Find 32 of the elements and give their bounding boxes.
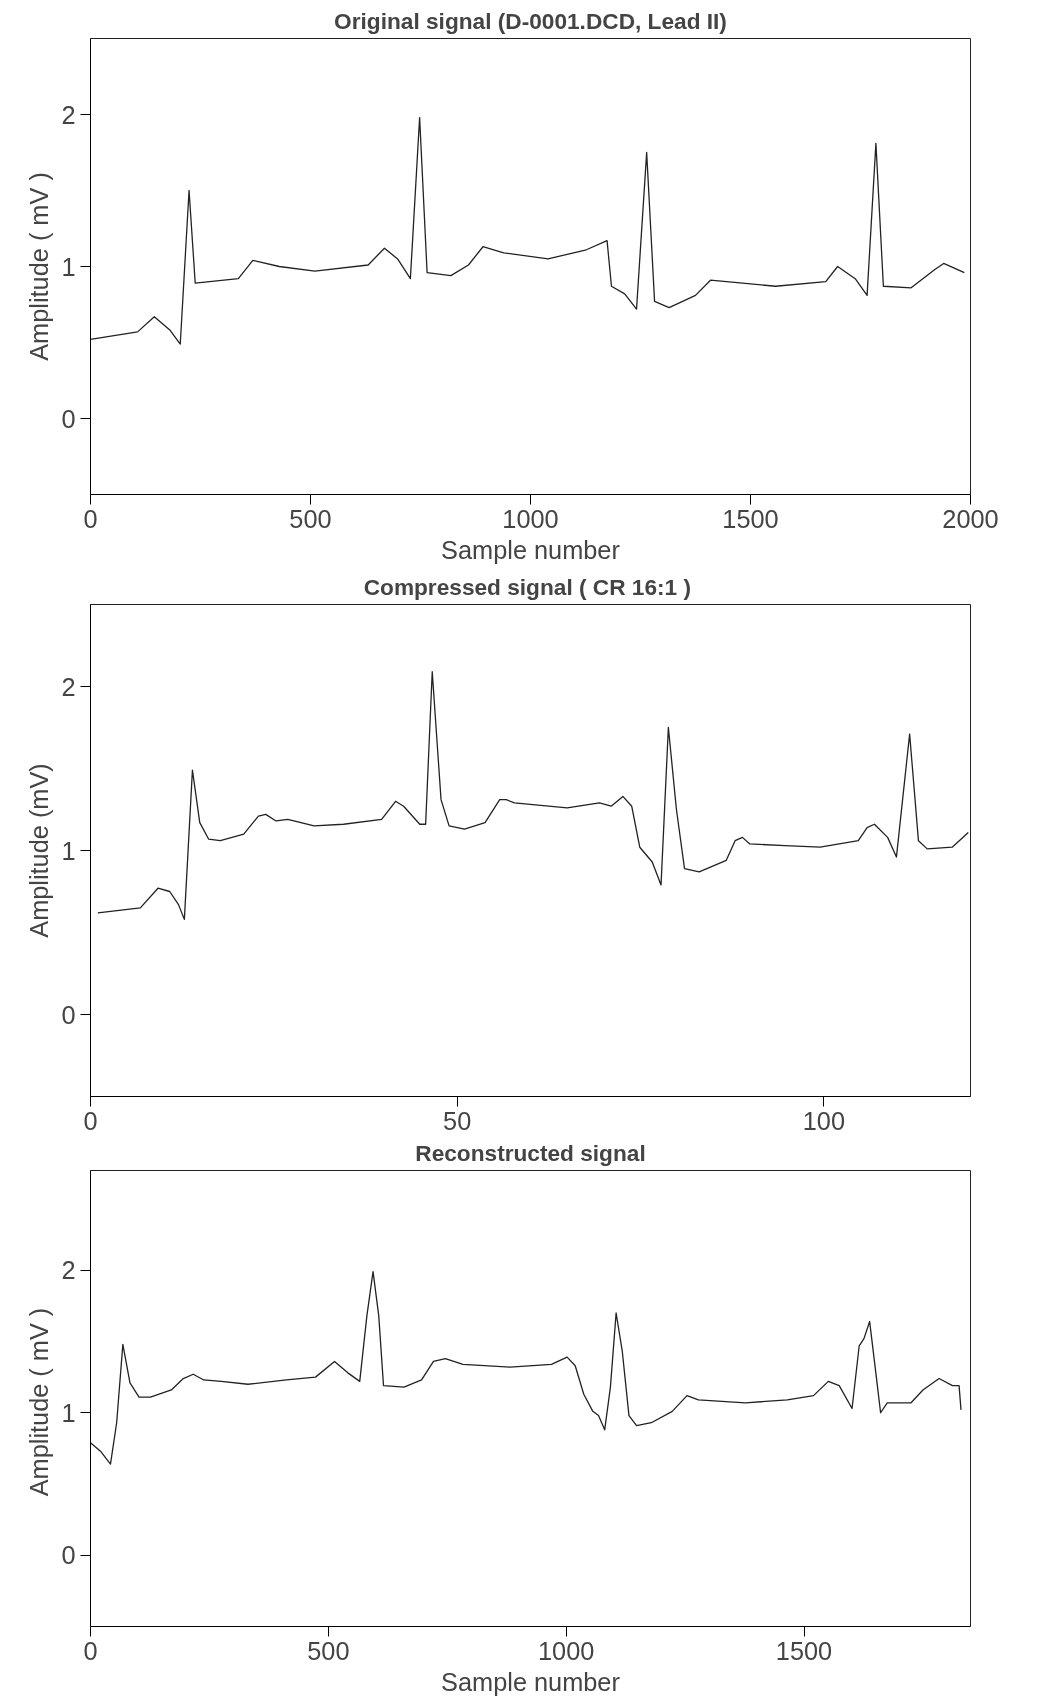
- y-tick-label: 1: [61, 252, 76, 281]
- x-tick-label: 1500: [775, 1636, 833, 1665]
- x-axis-title: Sample number: [441, 535, 621, 564]
- y-axis-title: Amplitude (mV): [25, 763, 54, 938]
- line-series: [97, 671, 969, 921]
- x-tick-label: 50: [443, 1106, 472, 1135]
- x-tick-label: 1000: [502, 504, 559, 533]
- y-axis-title: Amplitude ( mV ): [25, 1307, 54, 1497]
- y-tick-label: 2: [61, 672, 76, 701]
- x-tick-label: 500: [307, 1636, 350, 1665]
- chart-title: Reconstructed signal: [415, 1139, 646, 1166]
- y-tick-label: 2: [61, 100, 76, 129]
- line-series: [90, 116, 965, 345]
- line-series: [90, 1271, 962, 1465]
- y-tick-label: 1: [61, 1398, 76, 1427]
- x-tick-label: 1000: [538, 1636, 595, 1665]
- y-tick-label: 0: [61, 1000, 76, 1029]
- x-tick-label: 500: [289, 504, 332, 533]
- chart-title: Compressed signal ( CR 16:1 ): [363, 573, 692, 600]
- y-tick-label: 0: [61, 404, 76, 433]
- x-tick-label: 2000: [942, 504, 999, 533]
- y-tick-label: 2: [61, 1256, 76, 1285]
- x-tick-label: 0: [83, 504, 98, 533]
- x-tick-label: 100: [802, 1106, 845, 1135]
- x-tick-label: 0: [83, 1106, 98, 1135]
- x-tick-label: 0: [83, 1636, 98, 1665]
- x-tick-label: 1500: [722, 504, 779, 533]
- y-tick-label: 0: [61, 1541, 76, 1570]
- y-axis-title: Amplitude ( mV ): [25, 172, 54, 361]
- chart-title: Original signal (D-0001.DCD, Lead II): [334, 7, 727, 34]
- x-axis-title: Sample number: [441, 1667, 621, 1696]
- y-tick-label: 1: [61, 836, 76, 865]
